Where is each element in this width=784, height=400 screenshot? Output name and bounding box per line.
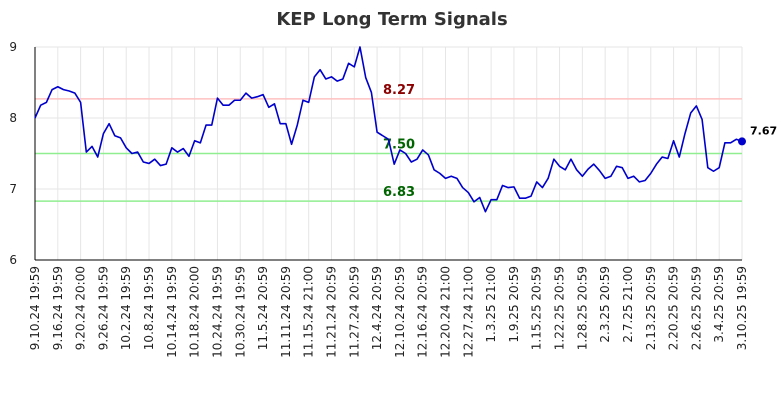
x-tick-label: 3.4.25 20:59 [712,266,726,343]
x-tick-label: 2.13.25 20:59 [644,266,658,350]
last-price-marker [738,137,746,146]
x-tick-label: 12.27.24 21:00 [461,266,475,358]
x-tick-label: 2.3.25 20:59 [598,266,612,343]
x-tick-label: 9.26.24 19:59 [96,266,110,350]
x-tick-label: 11.15.24 21:00 [302,266,316,358]
y-tick-label: 6 [9,253,17,267]
x-tick-label: 10.2.24 19:59 [119,266,133,350]
signal-line-label: 8.27 [383,83,415,98]
x-tick-label: 12.4.24 20:59 [370,266,384,350]
x-tick-label: 10.18.24 20:00 [188,266,202,358]
x-tick-label: 1.9.25 20:59 [507,266,521,343]
y-tick-label: 9 [9,40,17,54]
x-tick-label: 2.20.25 20:59 [667,266,681,350]
axes: 6 7 8 9 9.10.24 19:59 9.16.24 19:59 9.20.24 20… [9,40,749,358]
x-tick-label: 11.27.24 20:59 [347,266,361,358]
x-tick-label: 1.15.25 20:59 [530,266,544,350]
x-tick-label: 9.16.24 19:59 [51,266,65,350]
x-tick-label: 10.8.24 19:59 [142,266,156,350]
signal-line-label: 6.83 [383,185,415,200]
x-tick-label: 2.26.25 20:59 [689,266,703,350]
last-price-label: 7.67 [750,124,777,137]
x-tick-label: 12.20.24 21:00 [439,266,453,358]
x-tick-label: 1.28.25 20:59 [575,266,589,350]
chart-title: KEP Long Term Signals [276,9,507,30]
x-tick-label: 1.3.25 21:00 [484,266,498,343]
x-tick-label: 10.30.24 19:59 [233,266,247,358]
x-tick-label: 3.10.25 19:59 [735,266,749,350]
y-tick-label: 8 [9,111,17,125]
x-tick-label: 2.7.25 21:00 [621,266,635,343]
price-line [34,46,743,213]
x-tick-label: 11.11.24 20:59 [279,266,293,358]
x-tick-label: 9.10.24 19:59 [28,266,42,350]
price-series: 7.67 [34,46,777,213]
x-tick-label: 12.10.24 20:59 [393,266,407,358]
x-tick-label: 10.24.24 19:59 [210,266,224,358]
x-tick-label: 11.21.24 20:59 [324,266,338,358]
x-tick-label: 9.20.24 20:00 [74,266,88,350]
y-tick-label: 7 [9,182,17,196]
x-tick-label: 11.5.24 20:59 [256,266,270,350]
x-tick-label: 10.14.24 19:59 [165,266,179,358]
x-tick-label: 12.16.24 20:59 [416,266,430,358]
x-tick-label: 1.22.25 20:59 [553,266,567,350]
